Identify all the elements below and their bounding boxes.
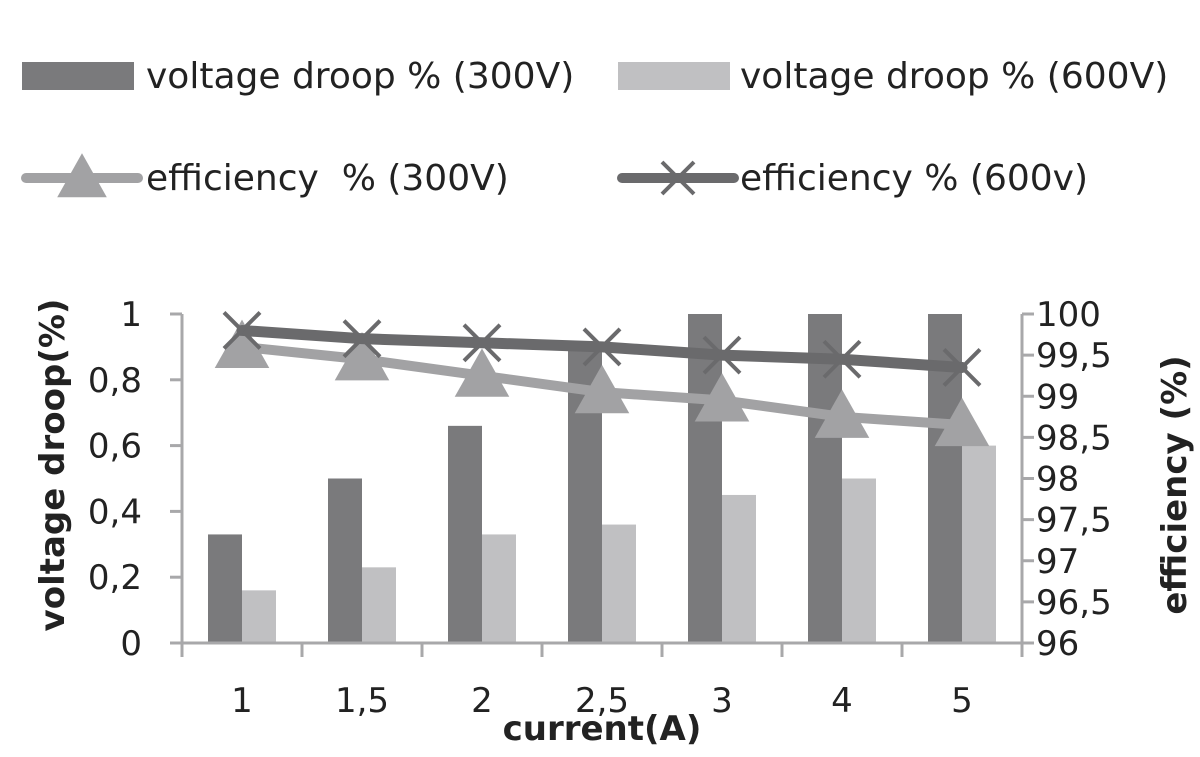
point-eff-300v-2 [454, 348, 510, 397]
bar-300v-0 [208, 534, 242, 643]
lines-layer [214, 311, 990, 447]
bar-600v-2 [482, 534, 516, 643]
y2-tick-label-2: 97 [1036, 542, 1079, 582]
y-tick-label-4: 0,8 [88, 361, 142, 401]
point-eff-600v-3-stroke-b [582, 327, 622, 367]
axes-layer: 1 1,5 2 2,5 3 4 500,20,40,60,819696,59797,5989… [88, 295, 1112, 721]
y-tick-label-1: 0,2 [88, 558, 142, 598]
y2-axis-title: efficiency (%) [1155, 355, 1195, 614]
point-eff-300v-4 [694, 373, 750, 422]
y-tick-label-2: 0,4 [88, 492, 142, 532]
y2-tick-label-8: 100 [1036, 295, 1101, 335]
x-tick-label-0: 1 [231, 681, 253, 721]
point-eff-600v-6-stroke-b [942, 348, 982, 387]
legend-label-droop-300v: voltage droop % (300V) [146, 56, 574, 97]
point-eff-600v-4 [702, 335, 742, 375]
point-eff-600v-5-stroke-b [822, 339, 862, 379]
bar-600v-3 [602, 524, 636, 643]
point-eff-600v-4-stroke-b [702, 335, 742, 375]
point-eff-600v-5 [822, 339, 862, 379]
point-eff-600v-0-stroke-b [222, 311, 262, 350]
point-eff-600v-0 [222, 311, 262, 350]
point-eff-600v-3 [582, 327, 622, 367]
legend: voltage droop % (300V) voltage droop % (6… [21, 56, 1168, 199]
point-eff-600v-1-stroke-b [342, 319, 382, 359]
plot-area: 1 1,5 2 2,5 3 4 500,20,40,60,819696,59797,5989… [88, 295, 1112, 721]
legend-label-droop-600v: voltage droop % (600V) [740, 56, 1168, 97]
y2-tick-label-7: 99,5 [1036, 336, 1112, 376]
x-tick-label-5: 4 [831, 681, 853, 721]
point-eff-600v-6 [942, 348, 982, 387]
x-tick-label-3: 2,5 [575, 681, 629, 721]
legend-marker-eff-300v [57, 153, 107, 198]
bar-300v-4 [688, 314, 722, 643]
y-tick-label-0: 0 [120, 624, 142, 664]
legend-swatch-droop-600v [618, 62, 730, 90]
bar-300v-2 [448, 425, 482, 643]
bar-600v-6 [962, 445, 996, 643]
bar-600v-1 [362, 567, 396, 643]
legend-marker-eff-600v [660, 160, 696, 196]
legend-swatch-droop-300v [22, 62, 134, 90]
x-tick-label-2: 2 [471, 681, 493, 721]
y2-tick-label-1: 96,5 [1036, 583, 1112, 623]
point-eff-300v-5 [814, 389, 870, 438]
bars-layer [208, 314, 996, 643]
point-eff-600v-1 [342, 319, 382, 359]
y2-tick-label-4: 98 [1036, 460, 1079, 500]
x-tick-label-4: 3 [711, 681, 733, 721]
legend-label-eff-600v: efficiency % (600v) [740, 158, 1088, 199]
point-eff-300v-6 [934, 397, 990, 447]
x-axis-title: current(A) [503, 709, 702, 749]
bar-300v-5 [808, 314, 842, 643]
y2-tick-label-0: 96 [1036, 624, 1079, 664]
y2-tick-label-3: 97,5 [1036, 501, 1112, 541]
bar-300v-1 [328, 478, 362, 643]
legend-marker-eff-600v-stroke-b [660, 160, 696, 196]
y-axis-title: voltage droop(%) [33, 299, 73, 632]
bar-600v-4 [722, 494, 756, 643]
y-tick-label-3: 0,6 [88, 427, 142, 467]
point-eff-600v-2 [462, 323, 502, 363]
y-tick-label-5: 1 [120, 295, 142, 335]
point-eff-300v-1 [334, 331, 390, 381]
x-tick-label-6: 5 [951, 681, 973, 721]
y2-tick-label-5: 98,5 [1036, 418, 1112, 458]
point-eff-300v-0 [214, 319, 270, 369]
point-eff-300v-3 [574, 364, 630, 414]
bar-600v-0 [242, 590, 276, 643]
point-eff-600v-2-stroke-b [462, 323, 502, 363]
y2-tick-label-6: 99 [1036, 377, 1079, 417]
bar-600v-5 [842, 478, 876, 643]
legend-label-eff-300v: efficiency % (300V) [146, 158, 509, 199]
x-tick-label-1: 1,5 [335, 681, 389, 721]
